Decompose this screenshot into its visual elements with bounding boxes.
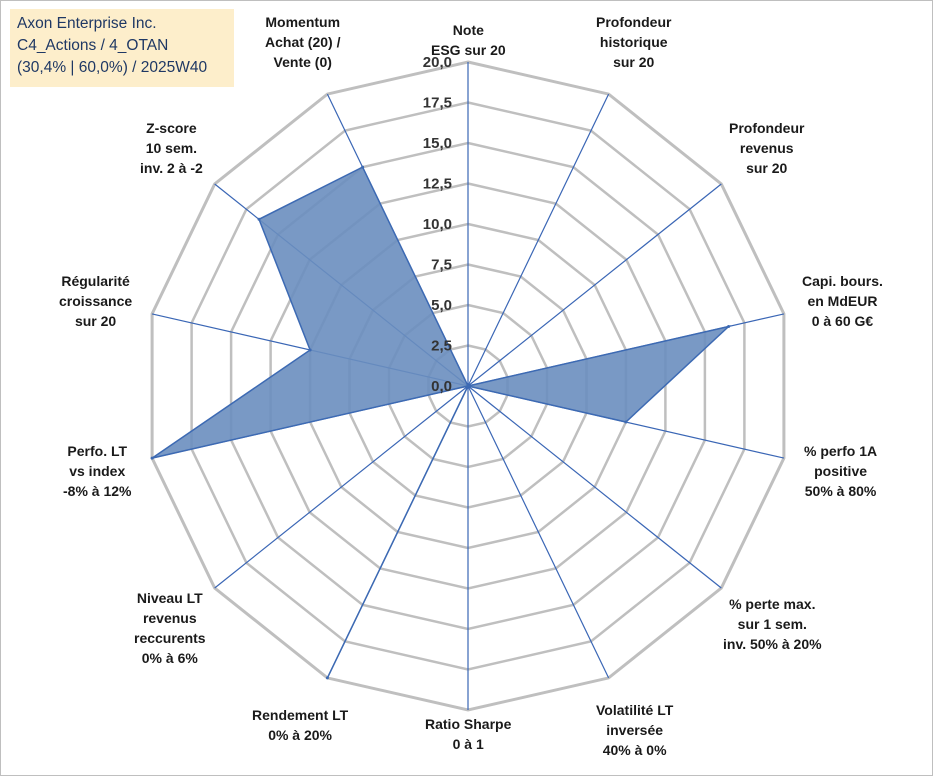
- axis-label-line: revenus: [142, 610, 197, 626]
- axis-label-line: Profondeur: [729, 120, 805, 136]
- axis-label-line: % perfo 1A: [804, 443, 878, 459]
- axis-label-line: revenus: [739, 140, 794, 156]
- axis-label-line: Capi. bours.: [802, 273, 883, 289]
- axis-label-line: inv. 50% à 20%: [723, 636, 822, 652]
- axis-label-line: Vente (0): [273, 54, 332, 70]
- spoke-6: [467, 385, 610, 679]
- axis-label-line: Niveau LT: [136, 590, 203, 606]
- axis-label-0: Note ESG sur 20: [431, 20, 506, 60]
- axis-label-line: reccurents: [134, 630, 206, 646]
- tick-layer: 0,0 2,5 5,0 7,5 10,0 12,5 15,0 17,5 20,0: [423, 54, 452, 395]
- tick-label-2: 5,0: [431, 297, 452, 314]
- axis-label-line: historique: [599, 34, 668, 50]
- axis-label-line: 50% à 80%: [804, 483, 877, 499]
- axis-label-line: 0% à 20%: [268, 727, 333, 743]
- axis-label-line: sur 20: [74, 313, 117, 329]
- axis-label-line: Z-score: [146, 120, 197, 136]
- score-and-week: (30,4% | 60,0%) / 2025W40: [17, 59, 208, 76]
- data-point-4: [624, 420, 628, 424]
- data-point-12: [257, 217, 261, 221]
- series-layer: [150, 165, 732, 680]
- axis-label-line: Momentum: [265, 14, 341, 30]
- spoke-1: [467, 93, 610, 387]
- axis-label-line: 0% à 6%: [141, 650, 198, 666]
- tick-label-1: 2,5: [431, 338, 452, 355]
- axis-label-line: sur 1 sem.: [737, 616, 807, 632]
- axis-label-1: Profondeur historique sur 20: [596, 12, 671, 72]
- axis-label-line: 0 à 60 G€: [811, 313, 874, 329]
- spoke-5: [467, 385, 722, 589]
- tick-label-4: 10,0: [423, 216, 452, 233]
- data-point-3: [727, 325, 731, 328]
- axis-label-line: -8% à 12%: [63, 483, 132, 499]
- tick-label-0: 0,0: [431, 378, 452, 395]
- axis-label-line: Volatilité LT: [596, 702, 674, 718]
- axis-label-line: 40% à 0%: [602, 742, 667, 758]
- axis-label-13: Momentum Achat (20) / Vente (0): [265, 12, 340, 72]
- axis-label-4: % perfo 1A positive 50% à 80%: [804, 441, 877, 501]
- tick-label-3: 7,5: [431, 257, 452, 274]
- spoke-2: [467, 183, 722, 387]
- data-point-9: [466, 384, 470, 388]
- axis-label-line: 0 à 1: [452, 736, 484, 752]
- axis-label-line: positive: [814, 463, 868, 479]
- axis-label-line: Profondeur: [596, 14, 672, 30]
- tick-label-5: 12,5: [423, 176, 452, 193]
- axis-label-line: Achat (20) /: [265, 34, 341, 50]
- axis-label-3: Capi. bours. en MdEUR 0 à 60 G€: [802, 271, 883, 331]
- axis-label-line: Note: [452, 22, 484, 38]
- axis-label-12: Z-score 10 sem. inv. 2 à -2: [140, 118, 203, 178]
- data-point-8: [325, 676, 329, 680]
- axis-label-10: Perfo. LT vs index -8% à 12%: [63, 441, 131, 501]
- company-name: Axon Enterprise Inc.: [17, 15, 157, 32]
- data-point-13: [361, 165, 365, 169]
- axis-label-line: 10 sem.: [145, 140, 198, 156]
- axis-label-line: Régularité: [61, 273, 130, 289]
- spoke-9: [214, 385, 469, 589]
- axis-label-line: Ratio Sharpe: [425, 716, 512, 732]
- tick-label-6: 15,0: [423, 135, 452, 152]
- axis-label-6: Volatilité LT inversée 40% à 0%: [596, 700, 673, 760]
- axis-label-line: en MdEUR: [807, 293, 878, 309]
- data-point-10: [150, 456, 154, 460]
- axis-label-5: % perte max. sur 1 sem. inv. 50% à 20%: [723, 594, 822, 654]
- tick-label-7: 17,5: [423, 95, 452, 112]
- axis-label-line: inversée: [606, 722, 664, 738]
- axis-label-line: Rendement LT: [252, 707, 349, 723]
- axis-label-8: Rendement LT 0% à 20%: [252, 705, 348, 745]
- axis-label-2: Profondeur revenus sur 20: [729, 118, 804, 178]
- axis-label-line: inv. 2 à -2: [140, 160, 203, 176]
- tick-label-8: 20,0: [423, 54, 452, 71]
- portfolio-code: C4_Actions / 4_OTAN: [17, 37, 169, 54]
- axis-label-9: Niveau LT revenus reccurents 0% à 6%: [134, 588, 206, 668]
- axis-label-11: Régularité croissance sur 20: [59, 271, 132, 331]
- axis-label-line: sur 20: [613, 54, 655, 70]
- info-box: Axon Enterprise Inc. C4_Actions / 4_OTAN…: [10, 9, 234, 87]
- axis-label-line: vs index: [69, 463, 126, 479]
- axis-label-line: Perfo. LT: [67, 443, 128, 459]
- axis-label-line: % perte max.: [729, 596, 816, 612]
- data-point-11: [308, 348, 312, 352]
- axis-label-7: Ratio Sharpe 0 à 1: [425, 714, 511, 754]
- axis-label-line: ESG sur 20: [431, 42, 506, 58]
- axis-label-line: croissance: [59, 293, 133, 309]
- axis-label-line: sur 20: [746, 160, 788, 176]
